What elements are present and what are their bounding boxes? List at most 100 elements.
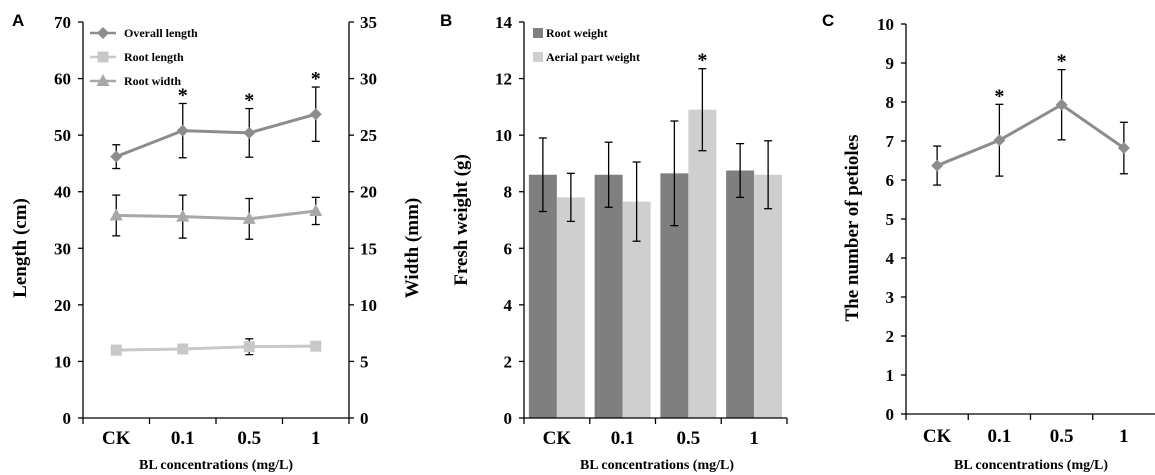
panel-a-xtick-label: CK (102, 428, 131, 449)
panel-a-chart: A Length (cm) Width (mm) BL concentratio… (10, 11, 423, 473)
panel-c-xtick-label: CK (923, 426, 952, 447)
panel-a-point (243, 126, 256, 139)
panel-a-y2tick-label: 5 (360, 352, 369, 371)
panel-c-ytick-label: 6 (886, 171, 895, 190)
panel-a-legend-marker (96, 74, 110, 86)
panel-a-legend-marker (97, 51, 109, 63)
panel-a-ylabel: Length (cm) (10, 198, 31, 298)
panel-b-xtick-label: CK (543, 428, 572, 449)
panel-c-point (1117, 142, 1130, 155)
panel-c-ytick-label: 10 (877, 15, 894, 34)
panel-a-legend-label: Overall length (124, 26, 198, 40)
panel-a-point (109, 208, 123, 221)
panel-a-ytick-label: 10 (54, 352, 71, 371)
panel-a-y2tick-label: 25 (360, 126, 377, 145)
panel-a-y2tick-label: 30 (360, 70, 377, 89)
panel-a-xtick-label: 0.1 (171, 428, 195, 449)
panel-c-point (1055, 98, 1068, 111)
panel-a-significance-star: * (311, 68, 321, 90)
panel-b-legend-swatch (533, 28, 543, 38)
panel-b-ytick-label: 6 (504, 239, 513, 258)
panel-c-ytick-label: 3 (886, 288, 895, 307)
panel-b-legend-swatch (533, 52, 543, 62)
panel-a-point (110, 150, 123, 163)
panel-c-ytick-label: 2 (886, 327, 895, 346)
panel-b-ytick-label: 14 (495, 13, 513, 32)
panel-b-error-bar (538, 137, 547, 213)
panel-b-xtick-label: 0.5 (677, 428, 701, 449)
panel-c-series-line (936, 102, 1125, 167)
panel-a-series-line (116, 344, 316, 352)
panel-b-bar (754, 174, 783, 418)
panel-a-y2tick-label: 35 (360, 13, 377, 32)
panel-a-ytick-label: 0 (63, 409, 72, 428)
panel-a-point (310, 340, 322, 352)
panel-a-legend-label: Root width (124, 74, 181, 88)
panel-a-series-line (115, 112, 317, 159)
panel-b-xlabel: BL concentrations (mg/L) (580, 458, 734, 473)
panel-a-point (309, 203, 323, 216)
panel-c-point (993, 134, 1006, 147)
panel-c-xtick-label: 1 (1119, 426, 1129, 447)
panel-b-legend-label: Aerial part weight (546, 50, 640, 64)
panel-b-xtick-label: 0.1 (611, 428, 635, 449)
panel-a-point (243, 341, 255, 353)
panel-c-ytick-label: 4 (886, 249, 895, 268)
panel-a-point (177, 343, 189, 355)
panel-b-error-bar (764, 140, 773, 210)
panel-b-error-bar (566, 172, 575, 223)
panel-b-ytick-label: 4 (504, 296, 513, 315)
panel-a-point (176, 209, 190, 222)
panel-c-ytick-label: 8 (886, 93, 895, 112)
panel-a-point (176, 124, 189, 137)
panel-a-point (110, 344, 122, 356)
panel-b-ytick-label: 2 (504, 352, 513, 371)
panel-a-y2tick-label: 20 (360, 183, 377, 202)
panel-b-ytick-label: 0 (504, 409, 513, 428)
panel-b-ytick-label: 10 (495, 126, 512, 145)
panel-b-ylabel: Fresh weight (g) (451, 154, 472, 286)
panel-c-point (931, 159, 944, 172)
panel-b-bar (528, 174, 557, 418)
panel-b-letter: B (440, 11, 452, 30)
panel-a-letter: A (12, 11, 24, 30)
panel-c-ytick-label: 9 (886, 54, 895, 73)
panel-c-ytick-label: 5 (886, 210, 895, 229)
panel-b-bar (556, 197, 585, 418)
panel-c-xlabel: BL concentrations (mg/L) (954, 458, 1108, 473)
panel-c-ytick-label: 7 (886, 132, 895, 151)
panel-c-ytick-label: 1 (886, 366, 895, 385)
panel-c-chart: C The number of petioles BL concentratio… (822, 11, 1155, 473)
panel-b-significance-star: * (697, 50, 707, 72)
panel-a-ytick-label: 40 (54, 183, 71, 202)
panel-c-xtick-label: 0.5 (1050, 426, 1074, 447)
panel-a-legend-marker (97, 27, 109, 39)
panel-a-significance-star: * (178, 84, 188, 106)
panel-b-bar (594, 174, 623, 418)
panel-b-legend-label: Root weight (546, 26, 608, 40)
panel-a-ytick-label: 30 (54, 239, 71, 258)
panel-a-xtick-label: 1 (311, 428, 321, 449)
panel-a-y2tick-label: 0 (360, 409, 369, 428)
panel-a-xtick-label: 0.5 (237, 428, 261, 449)
panel-c-ytick-label: 0 (886, 405, 895, 424)
panel-a-significance-star: * (244, 90, 254, 112)
panel-b-ytick-label: 12 (495, 70, 512, 89)
panel-a-y2label: Width (mm) (402, 198, 423, 298)
panel-a-ytick-label: 70 (54, 13, 71, 32)
panel-c-xtick-label: 0.1 (988, 426, 1012, 447)
panel-b-ytick-label: 8 (504, 183, 513, 202)
panel-b-error-bar (604, 141, 613, 208)
panel-c-ylabel: The number of petioles (842, 134, 863, 321)
panel-b-error-bar (736, 142, 745, 199)
panel-b-chart: B Fresh weight (g) BL concentrations (mg… (440, 11, 788, 473)
panel-b-bar (726, 170, 755, 418)
panel-a-y2tick-label: 10 (360, 296, 377, 315)
panel-a-xlabel: BL concentrations (mg/L) (139, 458, 293, 473)
panel-a-ytick-label: 20 (54, 296, 71, 315)
panel-b-error-bar (632, 161, 641, 242)
panel-b-error-bar (698, 68, 707, 152)
panel-a-point (242, 211, 256, 224)
panel-c-significance-star: * (1057, 51, 1067, 73)
